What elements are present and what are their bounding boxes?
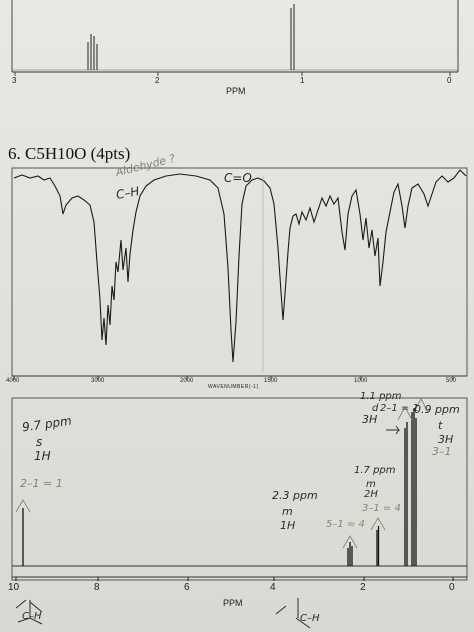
top-tick-3: 3	[12, 76, 17, 85]
top-tick-1: 1	[300, 76, 305, 85]
ir-tick-2000: 2000	[180, 378, 194, 384]
ir-tick-1000: 1000	[354, 378, 368, 384]
peak-b-int: 1H	[280, 519, 296, 532]
nmr-tick-10: 10	[8, 582, 20, 593]
h-nmr-peaks	[22, 408, 417, 566]
top-ppm-label: PPM	[226, 86, 246, 96]
peak-e-int: 3H	[438, 433, 454, 446]
ir-note-co: C=O	[224, 171, 252, 185]
ir-tick-4000: 4000	[6, 378, 20, 384]
nmr-tick-8: 8	[94, 582, 100, 593]
peak-a-mult: s	[36, 435, 43, 449]
peak-a-rule: 2–1 = 1	[20, 477, 63, 490]
ir-tick-1500: 1500	[264, 378, 278, 384]
peak-e-shift: 0.9 ppm	[414, 403, 460, 416]
peak-b-mult: m	[282, 505, 293, 518]
sketch-left: C–H	[22, 611, 42, 622]
peak-e-mult: t	[438, 419, 443, 432]
peak-b-shift: 2.3 ppm	[272, 489, 318, 502]
peak-d-mult: d	[372, 403, 379, 414]
ir-tick-500: 500	[446, 378, 457, 384]
ir-tick-3000: 3000	[91, 378, 105, 384]
top-nmr-peaks	[87, 4, 295, 70]
peak-d-int: 3H	[362, 413, 378, 426]
problem-label: 6. C5H10O (4pts)	[8, 144, 131, 163]
top-tick-0: 0	[447, 76, 452, 85]
ir-xlabel: WAVENUMBER(-1)	[208, 384, 259, 390]
peak-a-int: 1H	[34, 449, 51, 463]
peak-c-int: 2H	[364, 489, 378, 500]
peak-c-rule: 3–1 = 4	[362, 503, 401, 514]
peak-c-mult: m	[366, 479, 376, 490]
ir-spectrum	[11, 167, 468, 380]
nmr-tick-6: 6	[184, 582, 190, 593]
nmr-tick-2: 2	[360, 582, 366, 593]
peak-b-rule: 5–1 = 4	[326, 519, 365, 530]
peak-c-shift: 1.7 ppm	[354, 465, 396, 476]
top-nmr-spectrum	[11, 0, 459, 76]
peak-d-shift: 1.1 ppm	[360, 391, 402, 402]
nmr-tick-4: 4	[270, 582, 276, 593]
peak-e-rule: 3–1	[432, 445, 452, 458]
nmr-ppm-label: PPM	[223, 598, 243, 608]
peak-d-rule: 2–1 = 1	[380, 403, 419, 414]
sketch-right: C–H	[300, 613, 320, 624]
ir-trace	[13, 169, 467, 363]
nmr-tick-0: 0	[449, 582, 455, 593]
top-tick-2: 2	[155, 76, 160, 85]
